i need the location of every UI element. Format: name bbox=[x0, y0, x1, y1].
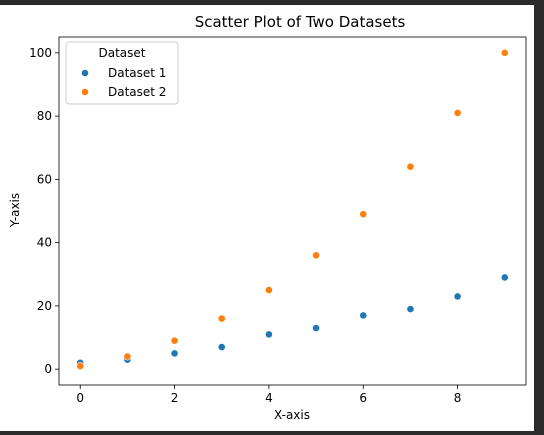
data-point-dataset-2 bbox=[406, 162, 415, 171]
data-point-dataset-2 bbox=[359, 210, 368, 219]
x-tick-label: 4 bbox=[265, 391, 273, 405]
data-point-dataset-1 bbox=[500, 273, 509, 282]
data-points bbox=[76, 48, 509, 370]
y-axis-ticks: 0 20 40 60 80 100 bbox=[29, 46, 59, 376]
data-point-dataset-2 bbox=[312, 251, 320, 260]
legend-title: Dataset bbox=[99, 46, 146, 60]
legend: Dataset Dataset 1 Dataset 2 bbox=[65, 41, 179, 105]
data-point-dataset-2 bbox=[170, 336, 179, 345]
data-point-dataset-1 bbox=[406, 305, 415, 313]
data-point-dataset-1 bbox=[312, 324, 320, 332]
data-point-dataset-2 bbox=[217, 314, 226, 323]
x-tick-label: 6 bbox=[359, 391, 367, 405]
legend-label-dataset-2: Dataset 2 bbox=[108, 85, 166, 99]
x-axis-label: X-axis bbox=[274, 408, 310, 422]
data-point-dataset-1 bbox=[453, 292, 462, 301]
data-point-dataset-2 bbox=[453, 109, 462, 117]
x-tick-label: 8 bbox=[454, 391, 462, 405]
data-point-dataset-1 bbox=[359, 311, 368, 320]
legend-marker-dataset-1 bbox=[81, 69, 89, 77]
data-point-dataset-2 bbox=[265, 286, 273, 294]
x-axis-ticks: 0 2 4 6 8 bbox=[76, 385, 461, 405]
y-axis-label: Y-axis bbox=[8, 193, 22, 228]
data-point-dataset-2 bbox=[123, 352, 132, 361]
data-point-dataset-1 bbox=[170, 349, 179, 358]
y-tick-label: 60 bbox=[37, 172, 52, 186]
plot-area-frame bbox=[58, 36, 527, 386]
legend-label-dataset-1: Dataset 1 bbox=[108, 66, 166, 80]
data-point-dataset-1 bbox=[217, 343, 226, 351]
legend-marker-dataset-2 bbox=[81, 88, 89, 96]
x-tick-label: 2 bbox=[171, 391, 179, 405]
y-tick-label: 80 bbox=[37, 109, 52, 123]
legend-box bbox=[65, 41, 179, 105]
data-point-dataset-2 bbox=[76, 362, 85, 370]
y-tick-label: 0 bbox=[44, 362, 52, 376]
y-tick-label: 40 bbox=[37, 236, 52, 250]
data-point-dataset-1 bbox=[265, 330, 273, 339]
chart-title: Scatter Plot of Two Datasets bbox=[195, 13, 406, 31]
data-point-dataset-2 bbox=[500, 48, 509, 57]
x-tick-label: 0 bbox=[76, 391, 84, 405]
y-tick-label: 100 bbox=[29, 46, 52, 60]
y-tick-label: 20 bbox=[37, 299, 52, 313]
